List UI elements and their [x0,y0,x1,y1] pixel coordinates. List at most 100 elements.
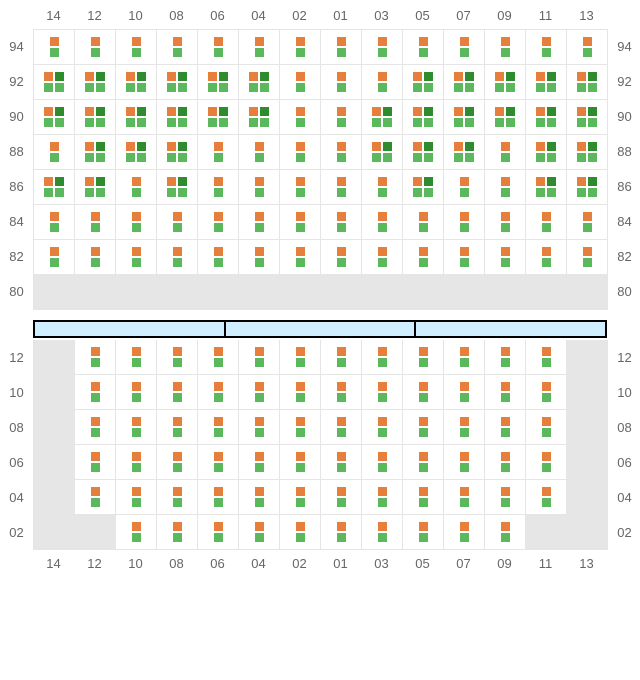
unit-single [378,382,387,402]
square-orange [454,107,463,116]
unit-single [214,177,223,197]
grid-cell [526,480,567,515]
unit-single [91,37,100,57]
square-green [547,83,556,92]
grid-cell [444,410,485,445]
square-green [337,153,346,162]
grid-cell [526,205,567,240]
square-orange [249,72,258,81]
grid-cell [280,375,321,410]
unit-single [296,417,305,437]
grid-cell [403,135,444,170]
square-dark-green [424,107,433,116]
unit-single [542,452,551,472]
square-green [536,83,545,92]
unit-single [173,247,182,267]
square-green [378,393,387,402]
square-green [132,358,141,367]
grid-cell [75,515,116,550]
grid-cell [526,445,567,480]
grid-cell [403,30,444,65]
unit-pair [495,72,515,92]
unit-pair [249,107,269,127]
grid-cell [403,480,444,515]
square-green [178,188,187,197]
square-green [542,463,551,472]
square-orange [44,107,53,116]
unit-pair [577,107,597,127]
square-orange [542,212,551,221]
square-green [296,83,305,92]
square-green [413,153,422,162]
square-green [542,48,551,57]
square-green [91,48,100,57]
grid-cell [567,100,608,135]
grid-cell [157,30,198,65]
square-green [542,428,551,437]
unit-pair [208,107,228,127]
square-orange [542,247,551,256]
square-green [583,223,592,232]
grid-cell [34,445,75,480]
grid-cell [157,515,198,550]
grid-cell [116,240,157,275]
unit-single [501,382,510,402]
square-green [44,118,53,127]
divider-segment [226,322,417,336]
square-green [173,258,182,267]
square-green [506,83,515,92]
square-orange [542,347,551,356]
unit-single [214,247,223,267]
square-orange [296,417,305,426]
unit-single [501,177,510,197]
grid-cell [444,205,485,240]
unit-single [173,452,182,472]
square-orange [460,347,469,356]
bottom-column-headers: 1412100806040201030507091113 [0,550,640,571]
square-orange [255,212,264,221]
row-label: 90 [608,99,640,134]
unit-single [337,107,346,127]
grid-cell [239,515,280,550]
square-green [208,83,217,92]
column-label: 11 [525,8,566,23]
square-orange [91,212,100,221]
unit-single [50,212,59,232]
square-orange [50,247,59,256]
row-label: 02 [0,515,33,550]
square-green [413,83,422,92]
grid-cell [239,170,280,205]
square-orange [495,72,504,81]
square-orange [173,452,182,461]
square-green [337,188,346,197]
square-orange [337,107,346,116]
grid-cell [34,205,75,240]
square-green [173,498,182,507]
grid-cell [444,240,485,275]
square-green [378,428,387,437]
square-orange [536,107,545,116]
row-label: 94 [608,29,640,64]
square-green [588,188,597,197]
square-green [378,223,387,232]
grid-cell [157,410,198,445]
unit-single [214,452,223,472]
unit-single [173,382,182,402]
grid-row [34,515,608,550]
grid-cell [75,135,116,170]
unit-pair [44,177,64,197]
grid-cell [157,275,198,310]
square-green [419,223,428,232]
square-orange [413,142,422,151]
grid-cell [157,375,198,410]
unit-single [542,417,551,437]
grid-cell [280,30,321,65]
grid-row [34,135,608,170]
square-green [214,428,223,437]
grid-cell [362,340,403,375]
square-dark-green [383,142,392,151]
unit-single [173,347,182,367]
unit-single [460,382,469,402]
grid-cell [526,515,567,550]
square-green [296,393,305,402]
